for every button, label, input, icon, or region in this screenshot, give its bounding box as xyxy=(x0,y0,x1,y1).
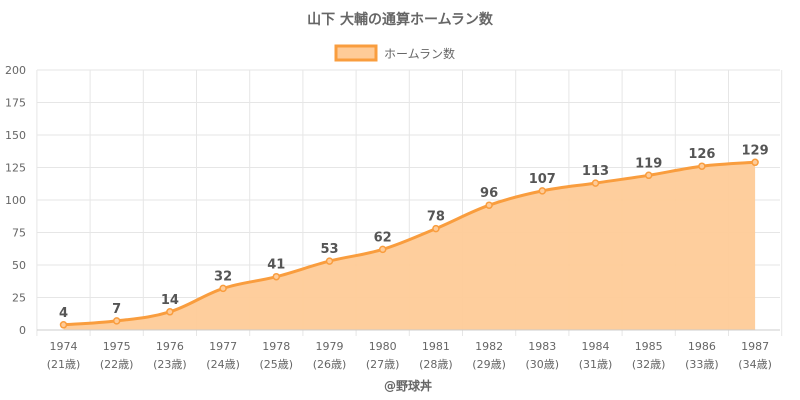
x-tick-sublabel: (24歳) xyxy=(206,358,240,371)
y-tick-label: 175 xyxy=(5,97,26,110)
data-point[interactable] xyxy=(219,284,227,293)
x-tick-label: 1975 xyxy=(103,340,131,353)
x-tick-sublabel: (32歳) xyxy=(632,358,666,371)
plot-area xyxy=(59,158,759,330)
data-point[interactable] xyxy=(272,272,281,281)
data-point[interactable] xyxy=(751,158,759,167)
x-tick-label: 1979 xyxy=(316,340,344,353)
x-tick-sublabel: (33歳) xyxy=(685,358,719,371)
y-tick-label: 100 xyxy=(5,194,26,207)
x-tick-sublabel: (25歳) xyxy=(260,358,294,371)
x-tick-sublabel: (23歳) xyxy=(153,358,187,371)
data-label: 41 xyxy=(267,258,285,273)
data-labels: 4 7 14 32 41 53 62 78 96 107 113 119 126 129 xyxy=(59,143,769,320)
x-tick-sublabel: (26歳) xyxy=(313,358,347,371)
x-tick-label: 1978 xyxy=(262,340,290,353)
series-line xyxy=(63,160,756,327)
data-point[interactable] xyxy=(644,171,653,180)
data-point[interactable] xyxy=(325,257,334,265)
x-tick-label: 1986 xyxy=(688,340,716,353)
data-label: 126 xyxy=(688,147,715,162)
data-label: 32 xyxy=(214,269,232,284)
data-label: 4 xyxy=(59,306,68,321)
x-tick-label: 1982 xyxy=(475,340,503,353)
data-point[interactable] xyxy=(538,187,547,195)
chart-legend[interactable]: ホームラン数 xyxy=(334,44,455,62)
data-label: 7 xyxy=(112,302,121,317)
data-label: 53 xyxy=(320,242,338,257)
x-tick-sublabel: (22歳) xyxy=(100,358,134,371)
data-point[interactable] xyxy=(698,162,706,170)
x-tick-sublabel: (29歳) xyxy=(472,358,506,371)
y-tick-label: 50 xyxy=(12,259,26,272)
x-tick-sublabel: (21歳) xyxy=(47,358,81,371)
x-tick-label: 1985 xyxy=(635,340,663,353)
y-tick-label: 200 xyxy=(5,64,26,77)
x-tick-sublabel: (30歳) xyxy=(526,358,560,371)
data-point[interactable] xyxy=(591,179,600,187)
y-tick-label: 75 xyxy=(12,227,26,240)
data-label: 14 xyxy=(161,293,179,308)
data-label: 113 xyxy=(582,164,609,179)
x-tick-label: 1976 xyxy=(156,340,184,353)
legend-swatch xyxy=(334,44,378,62)
data-point[interactable] xyxy=(432,224,440,233)
data-point[interactable] xyxy=(166,308,174,316)
x-tick-label: 1977 xyxy=(209,340,237,353)
chart-title: 山下 大輔の通算ホームラン数 xyxy=(307,11,494,28)
x-tick-sublabel: (31歳) xyxy=(579,358,613,371)
y-tick-label: 25 xyxy=(12,292,26,305)
x-tick-sublabel: (27歳) xyxy=(366,358,400,371)
area-fill xyxy=(63,162,756,330)
axes: 0 25 50 75 100 125 150 175 200 1974 (21歳) 1975 (22歳)… xyxy=(5,64,780,371)
x-tick-label: 1987 xyxy=(741,340,769,353)
y-tick-label: 150 xyxy=(5,129,26,142)
x-tick-label: 1983 xyxy=(528,340,556,353)
data-label: 119 xyxy=(635,156,662,171)
y-tick-label: 0 xyxy=(19,324,26,337)
x-tick-label: 1984 xyxy=(582,340,610,353)
data-point[interactable] xyxy=(59,321,68,329)
data-point[interactable] xyxy=(112,317,121,325)
data-label: 129 xyxy=(742,143,769,158)
x-tick-sublabel: (34歳) xyxy=(738,358,772,371)
x-tick-label: 1980 xyxy=(369,340,397,353)
footer-credit: @野球丼 xyxy=(384,378,432,393)
data-label: 96 xyxy=(480,186,498,201)
data-label: 107 xyxy=(529,172,556,187)
legend-label: ホームラン数 xyxy=(384,46,455,61)
data-label: 78 xyxy=(427,210,445,225)
y-tick-label: 125 xyxy=(5,162,26,175)
x-tick-label: 1974 xyxy=(50,340,78,353)
data-label: 62 xyxy=(374,230,392,245)
data-point[interactable] xyxy=(485,201,493,209)
x-tick-label: 1981 xyxy=(422,340,450,353)
data-point[interactable] xyxy=(378,245,387,254)
x-tick-sublabel: (28歳) xyxy=(419,358,453,371)
